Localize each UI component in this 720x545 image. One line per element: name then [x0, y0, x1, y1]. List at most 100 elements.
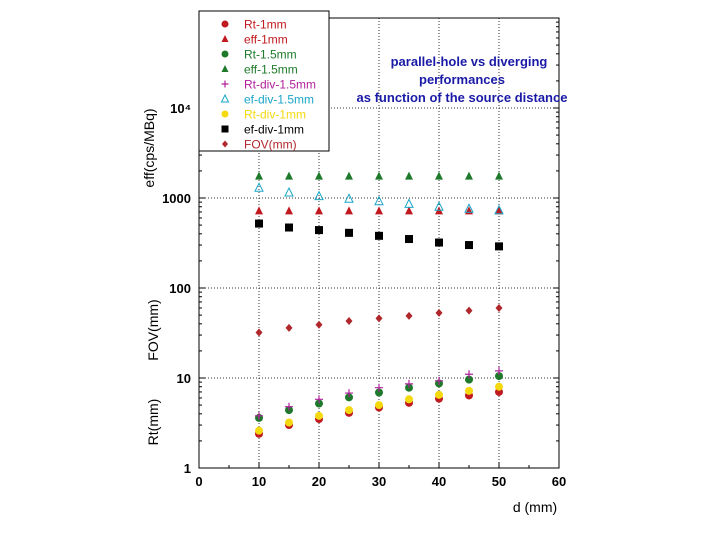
point-fov-mm-10 — [255, 328, 263, 337]
point-rt-div-1-5mm-45 — [465, 370, 473, 379]
y-tick-label-1: 1 — [184, 461, 191, 476]
point-fov-mm-50 — [495, 303, 503, 312]
point-rt-div-1mm-40 — [435, 390, 443, 399]
legend: Rt-1mmeff-1mmRt-1.5mmeff-1.5mmRt-div-1.5… — [198, 10, 330, 152]
point-eff-1-5mm-15 — [285, 171, 293, 180]
point-fov-mm-15 — [285, 323, 293, 332]
point-rt-div-1-5mm-20 — [315, 395, 323, 404]
point-ef-div-1mm-40 — [435, 238, 443, 247]
point-fov-mm-20 — [315, 320, 323, 329]
y-tick-label-10: 10 — [177, 371, 191, 386]
point-rt-div-1mm-45 — [465, 386, 473, 395]
legend-items: Rt-1mmeff-1mmRt-1.5mmeff-1.5mmRt-div-1.5… — [220, 18, 316, 152]
legend-marker-rt-1mm — [221, 20, 229, 28]
point-ef-div-1-5mm-25 — [344, 193, 354, 203]
point-rt-1-5mm-25 — [345, 393, 353, 402]
point-rt-div-1mm-30 — [375, 401, 383, 410]
point-ef-div-1mm-50 — [495, 242, 503, 251]
point-ef-div-1mm-15 — [285, 223, 293, 232]
legend-marker-rt-div-1mm — [221, 110, 229, 118]
point-rt-div-1-5mm-35 — [405, 379, 413, 388]
point-eff-1mm-25 — [345, 206, 353, 215]
legend-label-rt-1mm: Rt-1mm — [244, 18, 287, 32]
annotation-line-2: performances — [419, 72, 505, 87]
point-ef-div-1mm-45 — [465, 241, 473, 250]
point-ef-div-1-5mm-45 — [464, 203, 474, 213]
x-tick-label-0: 0 — [195, 474, 202, 489]
legend-marker-eff-1mm — [221, 35, 229, 42]
legend-marker-ef-div-1-5mm — [220, 93, 230, 103]
legend-label-rt-div-1mm: Rt-div-1mm — [244, 108, 306, 122]
point-ef-div-1mm-25 — [345, 228, 353, 237]
legend-label-rt-div-1-5mm: Rt-div-1.5mm — [244, 78, 316, 92]
point-ef-div-1-5mm-10 — [254, 182, 264, 192]
point-ef-div-1-5mm-15 — [284, 186, 294, 197]
point-fov-mm-40 — [435, 308, 443, 317]
point-rt-div-1-5mm-40 — [435, 376, 443, 385]
point-eff-1mm-35 — [405, 206, 413, 215]
point-rt-div-1mm-15 — [285, 418, 293, 427]
plot-frame — [198, 17, 560, 469]
point-ef-div-1-5mm-30 — [374, 195, 384, 206]
point-rt-div-1mm-10 — [255, 426, 263, 435]
legend-label-fov-mm: FOV(mm) — [244, 138, 297, 152]
y-tick-label-1000: 1000 — [162, 191, 191, 206]
point-eff-1mm-30 — [375, 206, 383, 215]
legend-marker-ef-div-1mm — [221, 125, 229, 133]
annotation-line-3: as function of the source distance — [357, 90, 568, 105]
point-ef-div-1-5mm-40 — [434, 201, 444, 211]
y-axis-title-fov: FOV(mm) — [145, 299, 161, 360]
point-fov-mm-35 — [405, 311, 413, 320]
point-eff-1-5mm-10 — [255, 171, 263, 180]
point-eff-1-5mm-35 — [405, 171, 413, 180]
legend-label-eff-1mm: eff-1mm — [244, 33, 288, 47]
point-fov-mm-30 — [375, 314, 383, 323]
point-ef-div-1-5mm-35 — [404, 198, 414, 208]
point-eff-1mm-15 — [285, 206, 293, 215]
point-rt-1-5mm-50 — [495, 372, 503, 381]
point-ef-div-1mm-30 — [375, 231, 383, 240]
legend-box — [198, 10, 330, 152]
x-tick-label-50: 50 — [492, 474, 506, 489]
point-rt-div-1-5mm-50 — [495, 366, 503, 375]
x-tick-label-10: 10 — [252, 474, 266, 489]
point-ef-div-1mm-20 — [315, 226, 323, 235]
point-eff-1-5mm-25 — [345, 171, 353, 180]
x-tick-label-20: 20 — [312, 474, 326, 489]
point-rt-div-1-5mm-30 — [375, 383, 383, 392]
point-rt-1-5mm-45 — [465, 375, 473, 384]
y-axis-title-eff: eff(cps/MBq) — [141, 108, 157, 187]
x-axis-title: d (mm) — [513, 499, 557, 515]
legend-marker-rt-div-1-5mm — [221, 80, 229, 88]
legend-label-ef-div-1mm: ef-div-1mm — [244, 123, 304, 137]
legend-label-eff-1-5mm: eff-1.5mm — [244, 63, 298, 77]
points-layer — [254, 171, 504, 438]
legend-marker-fov-mm — [222, 140, 228, 148]
x-tick-label-60: 60 — [552, 474, 566, 489]
legend-label-rt-1-5mm: Rt-1.5mm — [244, 48, 297, 62]
point-rt-div-1mm-50 — [495, 382, 503, 391]
point-rt-div-1-5mm-25 — [345, 389, 353, 398]
point-rt-1-5mm-30 — [375, 388, 383, 397]
point-eff-1mm-20 — [315, 206, 323, 215]
point-fov-mm-25 — [345, 316, 353, 325]
point-rt-1-5mm-20 — [315, 399, 323, 408]
x-tick-label-40: 40 — [432, 474, 446, 489]
point-eff-1-5mm-30 — [375, 171, 383, 180]
y-tick-label-10000: 10⁴ — [170, 101, 191, 116]
point-eff-1-5mm-20 — [315, 171, 323, 180]
y-tick-label-100: 100 — [169, 281, 191, 296]
point-eff-1mm-50 — [495, 206, 503, 215]
x-tick-label-30: 30 — [372, 474, 386, 489]
point-ef-div-1-5mm-50 — [494, 204, 504, 215]
point-rt-div-1mm-20 — [315, 411, 323, 420]
point-eff-1mm-10 — [255, 206, 263, 215]
point-rt-div-1mm-35 — [405, 395, 413, 404]
legend-marker-eff-1-5mm — [221, 65, 229, 72]
legend-label-ef-div-1-5mm: ef-div-1.5mm — [244, 93, 314, 107]
point-ef-div-1-5mm-20 — [314, 190, 324, 201]
point-fov-mm-45 — [465, 306, 473, 315]
annotation-line-1: parallel-hole vs diverging — [391, 54, 548, 69]
